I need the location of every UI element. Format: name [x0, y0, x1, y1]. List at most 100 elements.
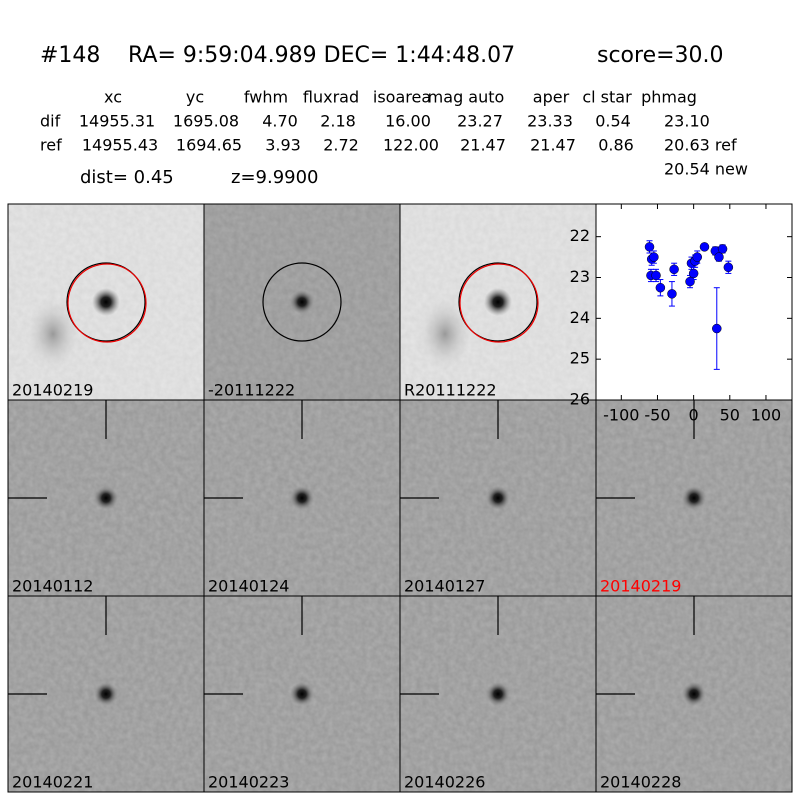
stamp: 20140112 [7, 399, 205, 597]
table-cell: 16.00 [385, 112, 431, 131]
x-tick-label: 0 [689, 406, 699, 425]
y-tick-label: 24 [570, 308, 590, 327]
table-cell: 4.70 [262, 112, 298, 131]
column-header: aper [533, 88, 570, 107]
stamp: R20111222 [399, 203, 597, 401]
source [682, 486, 706, 510]
aperture-red [459, 263, 539, 343]
stamp: 20140226 [399, 595, 597, 793]
point [714, 252, 724, 262]
aperture [66, 262, 146, 342]
point [699, 242, 710, 252]
table-cell: 23.10 [664, 112, 710, 131]
aperture [262, 262, 342, 342]
x-tick-label: -50 [644, 406, 670, 425]
stamp-label: 20140219 [600, 577, 681, 596]
light-curve: -100 -50 0 50 100 22 23 24 25 26 [570, 203, 793, 425]
point [655, 282, 666, 293]
stamp-label: 20140228 [600, 773, 681, 792]
column-header: cl star [582, 88, 632, 107]
source [92, 288, 120, 316]
y-tick-label: 22 [570, 226, 590, 245]
stamp-label: R20111222 [404, 381, 497, 400]
table-cell: 14955.43 [82, 136, 158, 155]
row-label: dif [40, 112, 61, 131]
column-header: phmag [641, 88, 697, 107]
stamp: 20140223 [203, 595, 401, 793]
y-tick-label: 26 [570, 390, 590, 409]
point [651, 270, 661, 281]
y-tick-label: 23 [570, 267, 590, 286]
point [723, 262, 734, 273]
object-id: #148 [40, 43, 100, 68]
x-tick-label: -100 [603, 406, 639, 425]
stamp-label: 20140223 [208, 773, 289, 792]
host-galaxy [417, 296, 473, 372]
source [484, 288, 512, 316]
coordinates: RA= 9:59:04.989 DEC= 1:44:48.07 [128, 43, 515, 68]
table-cell: 21.47 [460, 136, 506, 155]
x-tick-label: 50 [720, 406, 740, 425]
point [688, 268, 699, 279]
table-cell: 1694.65 [176, 136, 242, 155]
stamp-label: 20140219 [12, 381, 93, 400]
source [290, 682, 314, 706]
table-cell: 0.54 [595, 112, 631, 131]
table-cell: 0.86 [598, 136, 634, 155]
stamp: 20140228 [595, 595, 793, 793]
x-tick-label: 100 [751, 406, 782, 425]
aperture-red [67, 263, 147, 343]
plot-bg [596, 204, 792, 400]
stamp-label: 20140124 [208, 577, 289, 596]
source [290, 486, 314, 510]
source [290, 290, 314, 314]
stamp-label: 20140112 [12, 577, 93, 596]
point [717, 244, 728, 254]
stamp-label: 20140226 [404, 773, 485, 792]
stamp-label: 20140221 [12, 773, 93, 792]
stamp-label: 20140127 [404, 577, 485, 596]
source [94, 486, 118, 510]
table-cell: 2.18 [320, 112, 356, 131]
source [486, 682, 510, 706]
stamp: 20140127 [399, 399, 597, 597]
stamp: 20140124 [203, 399, 401, 597]
table-cell: 23.27 [457, 112, 503, 131]
point [712, 323, 722, 334]
stamp-label: -20111222 [208, 381, 295, 400]
source [682, 682, 706, 706]
table-cell: 1695.08 [173, 112, 239, 131]
column-header: mag auto [428, 88, 505, 107]
stamp: 20140221 [7, 595, 205, 793]
point [649, 252, 659, 262]
point [692, 252, 703, 262]
stamp: -20111222 [203, 203, 401, 401]
row-label: ref [40, 136, 62, 155]
stamp: 20140219 [7, 203, 205, 401]
point [667, 289, 677, 299]
column-header: fwhm [244, 88, 288, 107]
point [669, 264, 679, 275]
table-cell: 23.33 [527, 112, 573, 131]
plot-frame [595, 203, 793, 401]
source [94, 682, 118, 706]
table-cell: 2.72 [323, 136, 359, 155]
column-header: xc [104, 88, 122, 107]
redshift: z=9.9900 [231, 167, 319, 188]
table-cell: 14955.31 [79, 112, 155, 131]
column-header: isoarea [373, 88, 431, 107]
table-cell: 3.93 [265, 136, 301, 155]
point [644, 242, 655, 252]
stamp: 20140219 [595, 399, 793, 597]
aperture [458, 262, 538, 342]
host-galaxy [25, 296, 81, 372]
table-cell: 20.63 ref [664, 136, 737, 155]
source [486, 486, 510, 510]
new-mag: 20.54 new [664, 160, 748, 179]
column-header: yc [186, 88, 204, 107]
stamp-border [595, 595, 793, 793]
distance: dist= 0.45 [80, 167, 174, 188]
column-header: fluxrad [303, 88, 359, 107]
